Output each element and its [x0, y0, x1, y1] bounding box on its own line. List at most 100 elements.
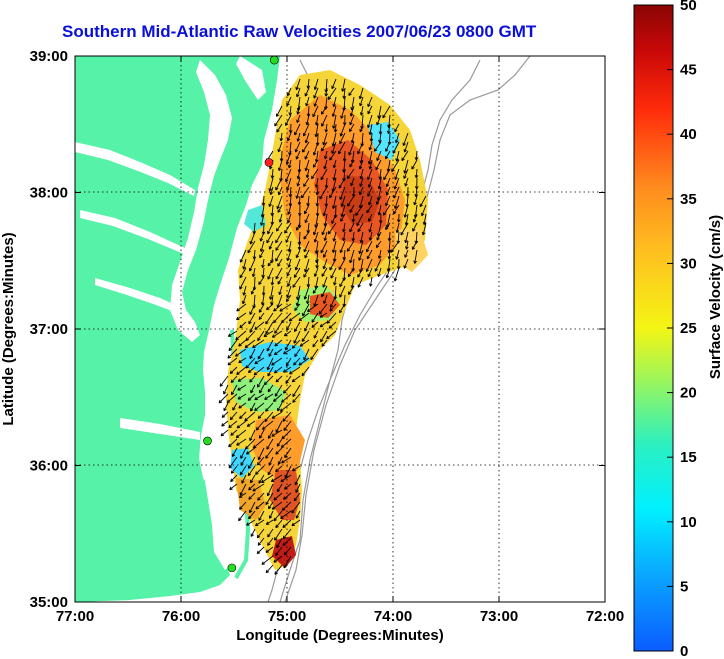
velocity-arrow — [323, 258, 328, 270]
velocity-arrow — [311, 321, 319, 328]
velocity-arrow-head — [313, 165, 317, 168]
velocity-arrow — [351, 132, 355, 144]
velocity-arrow — [392, 141, 400, 154]
velocity-arrow-head — [358, 258, 362, 261]
velocity-arrow — [276, 105, 283, 117]
velocity-arrow — [265, 564, 274, 574]
velocity-arrow — [388, 240, 391, 253]
velocity-arrow-head — [295, 267, 299, 271]
velocity-arrow-head — [388, 256, 392, 260]
velocity-arrow — [261, 555, 274, 565]
velocity-arrow-head — [296, 255, 300, 259]
velocity-arrow-head — [304, 211, 308, 215]
velocity-arrow — [325, 177, 328, 189]
velocity-arrow — [228, 420, 238, 428]
chesapeake-bay — [170, 60, 232, 342]
velocity-arrow — [257, 348, 265, 360]
velocity-arrow-head — [359, 192, 363, 196]
velocity-arrow-head — [254, 373, 258, 376]
velocity-arrow — [262, 258, 265, 268]
velocity-arrow — [296, 186, 301, 199]
velocity-arrow — [332, 105, 337, 117]
potomac-river — [75, 142, 195, 196]
velocity-arrow — [240, 447, 247, 459]
velocity-arrow — [237, 384, 247, 391]
velocity-arrow — [284, 330, 292, 337]
velocity-arrow-head — [292, 285, 296, 288]
velocity-arrow — [268, 501, 274, 510]
velocity-arrow-head — [304, 296, 308, 300]
velocity-arrow — [319, 321, 328, 328]
velocity-arrow — [230, 429, 238, 436]
velocity-arrow — [239, 465, 247, 476]
velocity-arrow-head — [246, 366, 250, 369]
velocity-arrow — [273, 492, 283, 501]
velocity-arrow-head — [393, 195, 397, 199]
velocity-arrow — [257, 456, 265, 466]
velocity-arrow — [359, 186, 364, 195]
velocity-arrow-head — [240, 463, 244, 466]
velocity-arrow — [366, 204, 373, 214]
velocity-arrow — [227, 357, 238, 366]
y-tick-label: 36:00 — [30, 458, 68, 475]
velocity-arrow-head — [257, 338, 261, 342]
velocity-arrow — [376, 231, 382, 241]
velocity-arrow-head — [343, 238, 346, 242]
velocity-arrow — [312, 339, 319, 348]
velocity-arrow — [331, 213, 337, 224]
velocity-arrow — [297, 132, 301, 142]
velocity-arrow — [394, 168, 400, 180]
velocity-arrow-head — [332, 143, 336, 147]
velocity-arrow-head — [413, 219, 417, 223]
velocity-arrow-head — [293, 499, 298, 502]
velocity-arrow-head — [368, 219, 372, 222]
velocity-arrow-head — [378, 255, 382, 259]
velocity-arrow-head — [239, 287, 243, 290]
velocity-arrow — [319, 312, 328, 318]
velocity-arrow — [312, 105, 319, 117]
velocity-arrow-head — [258, 317, 263, 320]
velocity-arrow-head — [401, 158, 405, 162]
velocity-arrow-head — [320, 177, 324, 181]
velocity-arrow — [265, 402, 274, 412]
velocity-arrow-head — [257, 552, 261, 555]
velocity-arrow-head — [356, 223, 360, 227]
velocity-arrow — [404, 249, 409, 258]
velocity-arrow — [239, 483, 247, 496]
velocity-arrow — [229, 366, 238, 374]
velocity-arrow-head — [266, 447, 270, 450]
velocity-arrow — [263, 330, 274, 337]
velocity-arrow — [423, 213, 427, 225]
velocity-arrow-head — [258, 481, 262, 484]
velocity-arrow-head — [304, 93, 308, 97]
velocity-arrow-head — [398, 219, 401, 223]
velocity-arrow — [267, 222, 274, 235]
velocity-arrow — [241, 474, 247, 484]
velocity-arrow-head — [316, 203, 320, 207]
velocity-arrow — [312, 159, 319, 168]
velocity-arrow — [348, 141, 355, 156]
velocity-arrow — [236, 312, 247, 321]
velocity-arrow-head — [391, 169, 395, 172]
velocity-arrow — [258, 474, 265, 484]
velocity-arrow — [262, 267, 265, 278]
velocity-arrow — [246, 420, 256, 427]
velocity-arrow — [320, 330, 328, 343]
velocity-arrow — [276, 537, 283, 548]
velocity-arrow-head — [404, 183, 408, 187]
velocity-arrow — [276, 438, 283, 447]
velocity-arrow — [349, 123, 355, 132]
velocity-arrow-head — [253, 305, 256, 309]
velocity-arrow-head — [286, 364, 290, 367]
velocity-arrow — [275, 519, 283, 528]
velocity-arrow-head — [239, 326, 243, 329]
velocity-arrow — [333, 159, 337, 169]
velocity-arrow-head — [274, 572, 278, 575]
velocity-arrow — [329, 150, 337, 161]
velocity-arrow — [286, 177, 292, 191]
velocity-arrow — [367, 186, 373, 197]
colorbar-label: Surface Velocity (cm/s) — [707, 215, 724, 379]
velocity-arrow — [297, 105, 301, 115]
velocity-arrows — [218, 78, 427, 575]
velocity-arrow-head — [390, 250, 394, 253]
